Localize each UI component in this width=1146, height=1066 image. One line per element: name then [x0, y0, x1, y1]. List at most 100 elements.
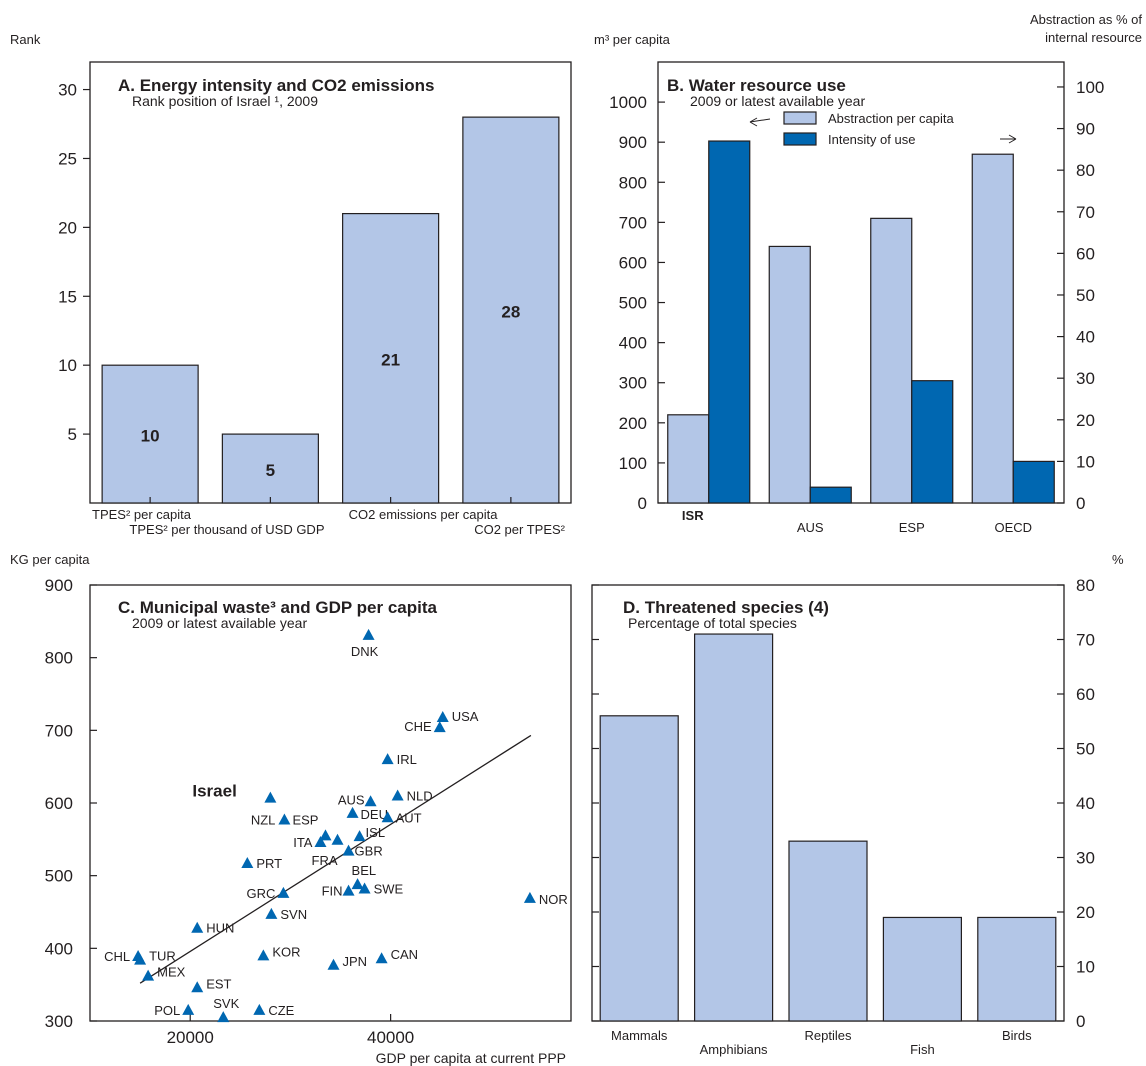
scatter-point — [142, 969, 155, 981]
point-label: CZE — [268, 1003, 294, 1018]
panel-b-right-unit-line2: internal resource — [1045, 30, 1142, 45]
bar — [599, 715, 679, 1022]
point-label: IRL — [397, 752, 417, 767]
scatter-point — [265, 907, 278, 919]
y-tick-label: 100 — [619, 454, 647, 473]
arrow-to-isr-bar — [749, 118, 771, 123]
panel-a-unit-label: Rank — [10, 32, 41, 47]
panel-c-marks: 300 400 500 600 700 800 900 20000 40000 Israel DNK… — [45, 576, 568, 1047]
category-label: AUS — [797, 520, 824, 535]
scatter-point — [314, 835, 327, 847]
y-tick-label: 300 — [619, 374, 647, 393]
scatter-point — [351, 878, 364, 890]
panel-b-title: B. Water resource use — [667, 76, 846, 95]
y-tick-label: 50 — [1076, 740, 1095, 759]
bar — [977, 916, 1057, 1022]
panel-c-x-axis-label: GDP per capita at current PPP — [376, 1050, 566, 1066]
point-label: NZL — [251, 812, 276, 827]
panel-d-marks: 0 10 20 30 40 50 60 70 80 Mammals Amphibians Reptil… — [592, 576, 1095, 1057]
y2-tick-label: 100 — [1076, 78, 1104, 97]
panel-b-marks: 0 100 200 300 400 500 600 700 800 900 1000 0 10 20 30 4… — [609, 78, 1104, 535]
scatter-point — [191, 921, 204, 933]
panel-a-title: A. Energy intensity and CO2 emissions — [118, 76, 434, 95]
y-tick-label: 5 — [68, 425, 77, 444]
point-label: AUT — [396, 810, 422, 825]
category-label: Amphibians — [700, 1042, 768, 1057]
category-label: TPES² per thousand of USD GDP — [129, 522, 324, 537]
y-tick-label: 800 — [619, 173, 647, 192]
bar — [101, 364, 199, 504]
y-tick-label: 500 — [45, 867, 73, 886]
point-label: ISL — [366, 825, 386, 840]
category-label: Reptiles — [805, 1028, 852, 1043]
y-tick-label: 70 — [1076, 631, 1095, 650]
point-label: NOR — [539, 892, 568, 907]
panel-b: m³ per capita Abstraction as % of intern… — [594, 12, 1142, 535]
point-label: HUN — [206, 921, 234, 936]
category-label: Mammals — [611, 1028, 668, 1043]
y2-tick-label: 20 — [1076, 411, 1095, 430]
scatter-point — [358, 882, 371, 894]
scatter-point — [342, 884, 355, 896]
y2-tick-label: 60 — [1076, 244, 1095, 263]
bar-abstraction — [870, 217, 913, 504]
y-tick-label: 20 — [58, 218, 77, 237]
category-label: OECD — [994, 520, 1032, 535]
y-tick-label: 30 — [1076, 849, 1095, 868]
scatter-point — [375, 952, 388, 964]
point-label: EST — [206, 976, 231, 991]
panel-d-title: D. Threatened species (4) — [623, 598, 829, 617]
point-label: DNK — [351, 644, 379, 659]
data-label: 21 — [381, 351, 400, 370]
scatter-point — [331, 833, 344, 845]
category-label: CO2 emissions per capita — [349, 507, 499, 522]
legend-label-intensity: Intensity of use — [828, 132, 915, 147]
y2-tick-label: 40 — [1076, 328, 1095, 347]
x-tick-label: 40000 — [367, 1028, 414, 1047]
scatter-point — [353, 830, 366, 842]
category-label: ESP — [899, 520, 925, 535]
bar-intensity — [1012, 460, 1055, 504]
point-label: ESP — [292, 812, 318, 827]
point-label: TUR — [149, 949, 176, 964]
y-tick-label: 300 — [45, 1012, 73, 1031]
category-label: TPES² per capita — [92, 507, 192, 522]
panel-b-unit-label: m³ per capita — [594, 32, 671, 47]
scatter-point — [182, 1003, 195, 1015]
arrow-head-isr — [749, 117, 758, 127]
y-tick-label: 700 — [619, 213, 647, 232]
bar — [221, 433, 319, 504]
bar-abstraction — [667, 414, 710, 504]
y2-tick-label: 70 — [1076, 203, 1095, 222]
data-label: 10 — [141, 426, 160, 445]
point-label: NLD — [407, 788, 433, 803]
arrow-head-oecd — [1008, 134, 1017, 144]
bar — [462, 116, 560, 504]
y-tick-label: 400 — [619, 334, 647, 353]
point-label: Israel — [192, 782, 236, 801]
y-tick-label: 900 — [45, 576, 73, 595]
point-label: GBR — [355, 844, 383, 859]
scatter-point — [381, 753, 394, 765]
point-label: FRA — [312, 853, 338, 868]
x-tick-label: 20000 — [167, 1028, 214, 1047]
y-tick-label: 200 — [619, 414, 647, 433]
bar-abstraction — [971, 153, 1014, 504]
point-label: USA — [452, 709, 479, 724]
panel-a-marks: 5 10 15 20 25 30 10 TPES² per capita 5 TPES² per … — [58, 81, 566, 537]
y-tick-label: 600 — [619, 253, 647, 272]
y2-tick-label: 0 — [1076, 494, 1085, 513]
point-label: KOR — [272, 944, 300, 959]
scatter-point — [191, 981, 204, 993]
category-label: ISR — [682, 508, 704, 523]
panel-a-frame — [89, 61, 572, 504]
panel-b-legend: Abstraction per capita Intensity of use — [783, 111, 955, 147]
y-tick-label: 40 — [1076, 794, 1095, 813]
y-tick-label: 30 — [58, 81, 77, 100]
panel-d-subtitle: Percentage of total species — [628, 615, 797, 631]
legend-swatch-abstraction — [783, 111, 817, 125]
scatter-point — [362, 628, 375, 640]
panel-b-arrows — [749, 117, 1017, 144]
point-label: MEX — [157, 965, 186, 980]
panel-c-subtitle: 2009 or latest available year — [132, 615, 307, 631]
